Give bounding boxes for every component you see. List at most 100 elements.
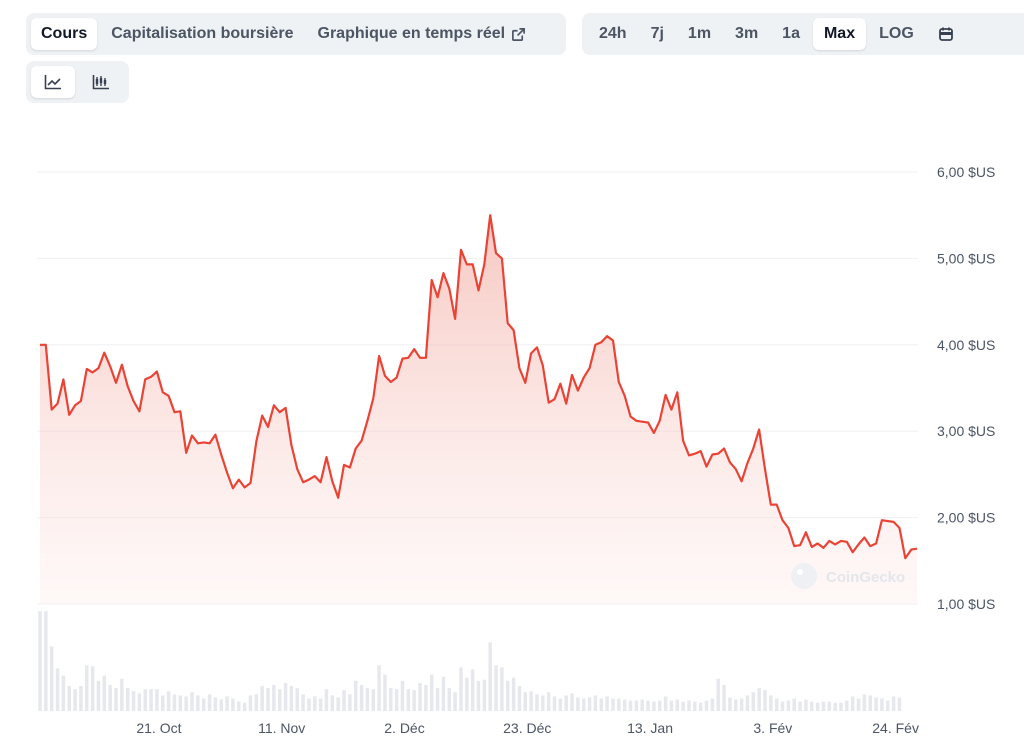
volume-bar	[558, 698, 563, 711]
volume-bar	[447, 688, 452, 711]
volume-bar	[617, 698, 621, 711]
volume-bar	[406, 689, 411, 711]
tab-max-label: Max	[823, 25, 856, 42]
tab-market-cap[interactable]: Capitalisation boursière	[101, 18, 303, 50]
watermark-text: CoinGecko	[826, 569, 905, 586]
volume-bar	[880, 698, 884, 711]
volume-bar	[61, 675, 66, 711]
y-tick-label: 1,00 $US	[937, 596, 995, 612]
volume-bar	[207, 694, 212, 711]
volume-bar	[242, 702, 247, 711]
volume-bar	[500, 667, 504, 711]
volume-bar	[190, 692, 194, 711]
volume-bar	[564, 695, 568, 711]
volume-bar	[739, 698, 744, 711]
volume-bar	[815, 702, 820, 711]
line-chart-icon	[44, 75, 61, 90]
tab-realtime-chart[interactable]: Graphique en temps réel	[308, 18, 537, 50]
volume-bar	[856, 698, 861, 711]
volume-bar	[535, 694, 539, 711]
calendar-icon	[938, 27, 953, 41]
volume-bar	[681, 701, 685, 711]
volume-bar	[114, 688, 118, 711]
volume-bar	[172, 694, 177, 711]
volume-bar	[184, 696, 188, 711]
volume-bar	[272, 685, 276, 711]
volume-bar	[745, 695, 750, 711]
volume-bar	[459, 667, 463, 711]
volume-bar	[605, 696, 609, 711]
volume-bar	[728, 697, 732, 711]
volume-bar	[476, 680, 481, 711]
volume-bar	[441, 676, 446, 711]
volume-bar	[897, 697, 902, 711]
y-tick-label: 4,00 $US	[937, 337, 995, 353]
volume-bar	[73, 689, 77, 711]
volume-bar	[693, 701, 697, 711]
volume-bar	[482, 679, 487, 711]
volume-bar	[307, 698, 311, 711]
price-area	[40, 215, 917, 604]
volume-bar	[348, 694, 352, 711]
volume-bar	[833, 702, 837, 711]
volume-bar	[470, 669, 475, 711]
tab-24h[interactable]: 24h	[588, 18, 638, 50]
volume-bar	[38, 611, 42, 711]
volume-bar	[166, 691, 171, 711]
volume-bar	[804, 699, 808, 711]
volume-bar	[734, 699, 738, 711]
tab-1a[interactable]: 1a	[771, 18, 811, 50]
volume-bar	[845, 700, 849, 711]
volume-bar	[143, 689, 147, 711]
volume-bar	[277, 689, 282, 711]
volume-bar	[465, 677, 469, 711]
x-tick-label: 24. Fév	[872, 720, 919, 736]
tab-max[interactable]: Max	[812, 18, 867, 50]
volume-bar	[125, 688, 130, 711]
volume-bar	[581, 698, 586, 711]
volume-bar	[827, 701, 832, 711]
tab-market-cap-label: Capitalisation boursière	[111, 25, 294, 42]
line-chart-button[interactable]	[31, 66, 75, 98]
volume-bar	[523, 692, 528, 711]
volume-bar	[155, 689, 159, 711]
y-tick-label: 3,00 $US	[937, 423, 995, 439]
volume-bar	[640, 699, 644, 711]
volume-bar	[669, 700, 674, 711]
volume-bar	[435, 688, 440, 711]
tab-log-label: LOG	[879, 25, 914, 42]
candlestick-chart-button[interactable]	[79, 66, 123, 98]
volume-bar	[868, 695, 872, 711]
volume-bar	[342, 690, 346, 711]
volume-bar	[377, 665, 381, 711]
candlestick-chart-icon	[92, 75, 109, 90]
volume-bar	[330, 695, 335, 711]
volume-bar	[289, 686, 294, 711]
tab-log[interactable]: LOG	[868, 18, 925, 50]
volume-bar	[201, 698, 206, 711]
tab-1m[interactable]: 1m	[677, 18, 722, 50]
volume-bar	[792, 698, 796, 711]
time-range-tabs: 24h 7j 1m 3m 1a Max LOG	[582, 13, 1024, 55]
volume-bar	[219, 699, 223, 711]
volume-bar	[371, 689, 376, 711]
volume-bar	[505, 680, 510, 711]
volume-bar	[353, 680, 358, 711]
tab-cours[interactable]: Cours	[31, 18, 98, 50]
volume-bar	[687, 700, 691, 711]
volume-bar	[283, 682, 288, 711]
volume-bar	[622, 699, 627, 711]
tab-7j[interactable]: 7j	[640, 18, 675, 50]
tab-3m[interactable]: 3m	[724, 18, 769, 50]
volume-bar	[79, 686, 83, 711]
volume-bar	[85, 665, 89, 711]
volume-bar	[517, 686, 522, 711]
tab-24h-label: 24h	[599, 25, 627, 42]
tab-realtime-chart-label: Graphique en temps réel	[317, 25, 506, 42]
volume-bar	[49, 646, 54, 711]
volume-bar	[698, 702, 703, 711]
volume-bar	[511, 677, 516, 711]
volume-bar	[839, 702, 843, 711]
calendar-button[interactable]	[927, 18, 965, 50]
volume-bar	[96, 680, 101, 711]
